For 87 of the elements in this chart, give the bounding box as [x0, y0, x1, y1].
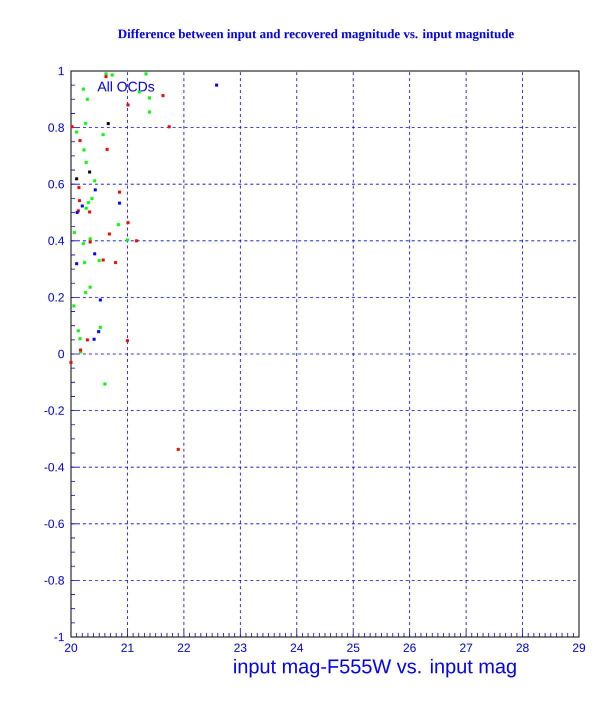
point	[176, 448, 180, 451]
point	[148, 96, 151, 100]
point	[78, 337, 82, 340]
point	[116, 223, 120, 226]
point	[104, 72, 108, 76]
point	[92, 338, 96, 341]
point	[84, 206, 88, 210]
point	[88, 210, 92, 214]
point	[84, 122, 88, 125]
point	[108, 232, 111, 236]
x-tick-label: 24	[290, 644, 304, 652]
point	[144, 72, 148, 76]
point	[102, 258, 105, 262]
point	[80, 204, 84, 208]
point	[70, 360, 72, 364]
y-tick-label: -0.6	[44, 520, 64, 528]
point	[88, 240, 92, 244]
point	[90, 197, 94, 200]
point	[118, 190, 122, 194]
point	[75, 130, 78, 134]
y-tick-label: 1	[58, 66, 64, 76]
point	[98, 298, 102, 302]
point	[106, 148, 109, 151]
point	[86, 338, 89, 342]
point	[162, 94, 165, 98]
y-tick-label: 0	[58, 350, 64, 358]
point	[84, 160, 88, 164]
x-tick-label: 21	[121, 644, 134, 652]
point	[93, 179, 96, 182]
x-tick-label: 22	[178, 644, 190, 652]
x-tick-label: 27	[460, 644, 472, 652]
point	[110, 73, 114, 76]
point	[88, 237, 92, 240]
point	[168, 125, 171, 128]
point	[98, 259, 101, 262]
point	[82, 242, 85, 246]
point	[76, 329, 80, 332]
point	[148, 110, 151, 114]
x-tick-label: 29	[572, 644, 586, 652]
point	[102, 133, 105, 136]
point	[94, 188, 97, 192]
point	[134, 239, 138, 242]
point	[78, 199, 81, 202]
y-tick-label: 0.6	[48, 180, 64, 188]
point	[88, 170, 92, 174]
point	[84, 291, 88, 294]
point	[106, 122, 110, 126]
x-tick-label: 25	[347, 644, 360, 652]
point	[126, 339, 129, 342]
point	[97, 330, 100, 334]
x-tick-label: 23	[234, 644, 246, 652]
point	[82, 148, 86, 152]
point	[86, 98, 89, 101]
point	[75, 177, 78, 180]
point	[87, 201, 90, 204]
point	[78, 139, 82, 142]
point	[126, 103, 130, 106]
point	[72, 231, 76, 234]
x-tick-label: 28	[516, 644, 529, 652]
point	[77, 186, 80, 190]
point	[75, 262, 78, 266]
x-axis-title: input mag-F555W vs. input mag	[234, 658, 516, 678]
point	[114, 261, 118, 264]
chart-title: Difference between input and recovered magnitude vs. input magnitude	[118, 29, 514, 41]
y-tick-label: -0.4	[44, 462, 64, 472]
point	[98, 326, 102, 329]
y-tick-label: 0.8	[48, 123, 64, 132]
y-tick-label: -0.2	[44, 406, 64, 415]
annotation: All OCDs	[97, 81, 154, 92]
point	[104, 75, 108, 78]
point	[83, 261, 86, 264]
y-tick-label: 0.2	[48, 293, 64, 302]
point	[118, 202, 122, 205]
point	[88, 286, 92, 289]
point	[72, 304, 76, 308]
x-tick-label: 26	[404, 644, 416, 652]
point	[93, 252, 96, 256]
y-tick-label: 0.4	[48, 236, 64, 246]
point	[126, 238, 129, 242]
point	[70, 125, 74, 128]
point	[82, 88, 85, 91]
point	[215, 84, 218, 87]
y-tick-label: -0.8	[44, 576, 64, 585]
point	[103, 382, 106, 386]
y-tick-label: -1	[54, 632, 64, 642]
point	[126, 221, 130, 224]
x-tick-label: 20	[64, 644, 78, 652]
